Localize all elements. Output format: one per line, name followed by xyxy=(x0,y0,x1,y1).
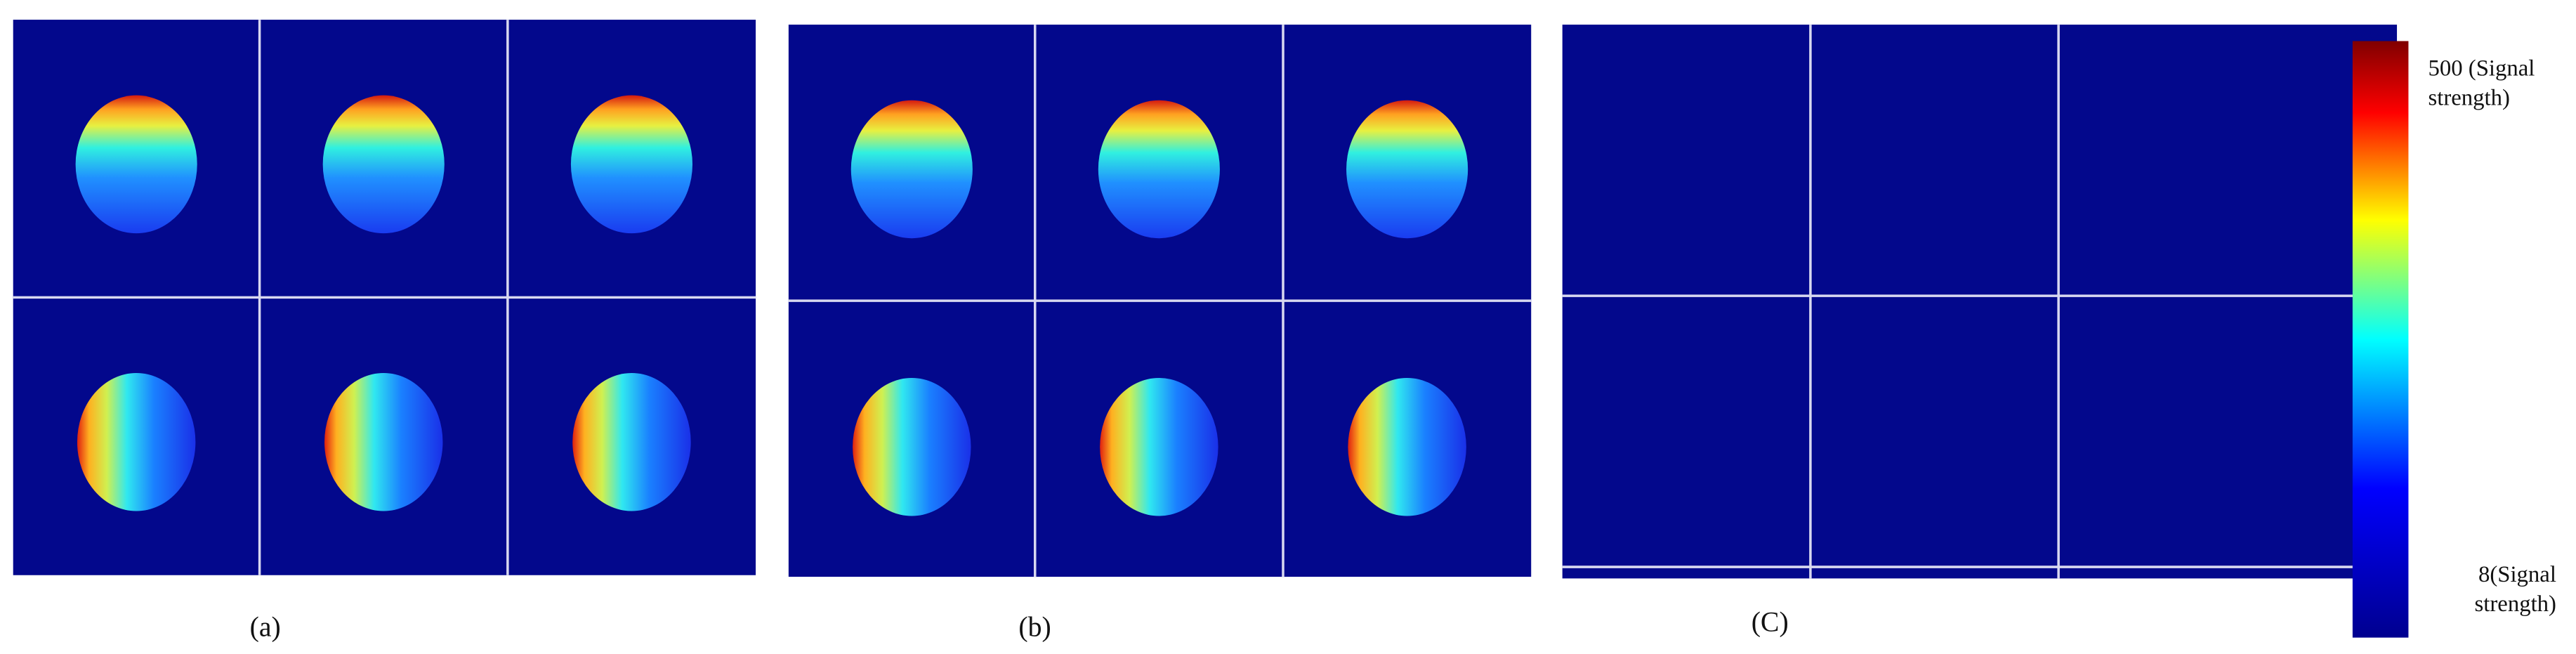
head-top-view xyxy=(850,100,973,239)
panel-label: (C) xyxy=(1751,606,1789,638)
head-top-view xyxy=(1346,100,1468,239)
head-top-view xyxy=(570,95,693,234)
head-side-view xyxy=(853,378,971,516)
head-top-view xyxy=(75,95,197,234)
head-side-view xyxy=(1348,378,1466,516)
panel-label: (b) xyxy=(1018,611,1051,643)
colorbar-max-label: 500 (Signal strength) xyxy=(2428,57,2535,112)
head-side-view xyxy=(572,373,691,511)
colorbar-min-label: 8(Signal strength) xyxy=(2474,563,2556,618)
head-side-view xyxy=(77,373,196,511)
head-top-view xyxy=(1098,100,1220,239)
panel-background xyxy=(1562,25,2398,579)
colorbar xyxy=(2352,41,2409,638)
head-top-view xyxy=(322,95,445,234)
head-side-view xyxy=(1100,378,1218,516)
panel-label: (a) xyxy=(249,611,281,643)
head-side-view xyxy=(324,373,443,511)
